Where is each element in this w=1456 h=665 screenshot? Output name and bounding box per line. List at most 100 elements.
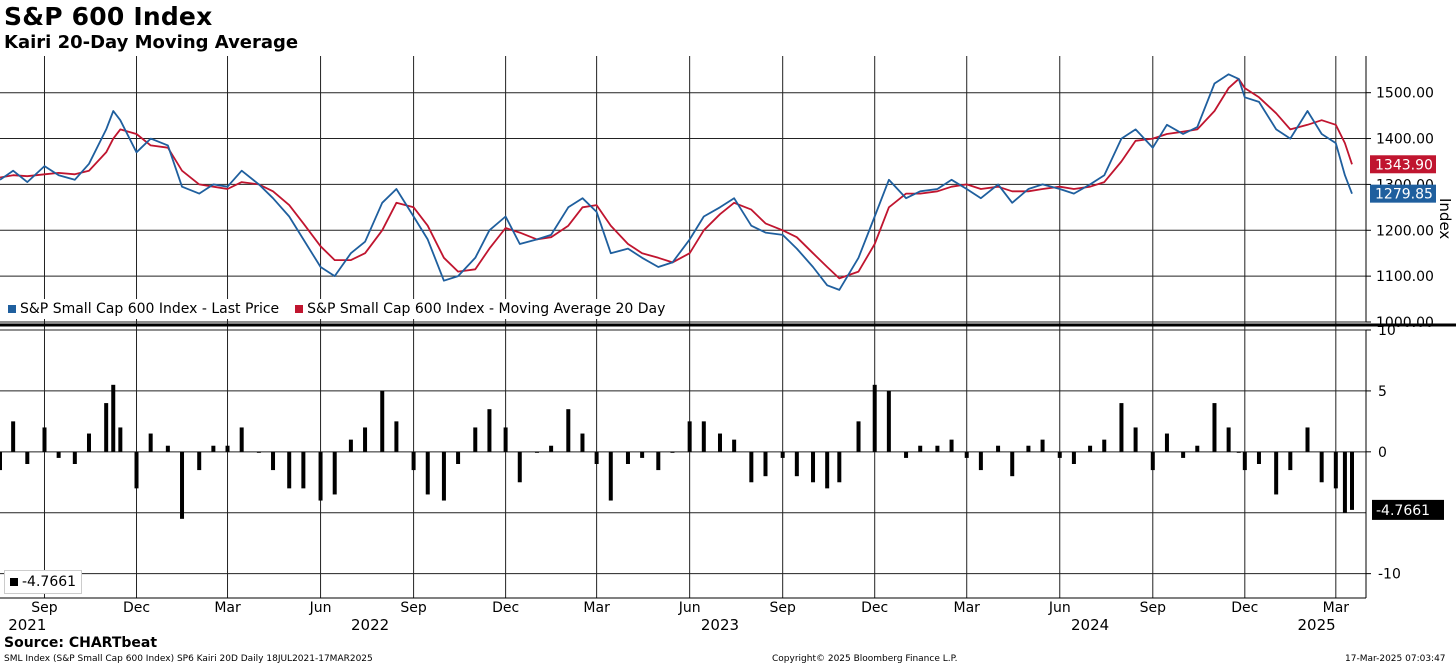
- kairi-bar: [1342, 451, 1347, 513]
- kairi-bar: [517, 451, 522, 483]
- kairi-bar: [1256, 451, 1261, 464]
- kairi-bar: [749, 451, 754, 483]
- kairi-bar: [380, 390, 385, 452]
- lower-y-tick-label: 0: [1378, 445, 1387, 461]
- x-tick-label: Mar: [954, 600, 981, 616]
- x-tick-label: Sep: [1140, 600, 1167, 616]
- upper-legend: S&P Small Cap 600 Index - Last Price S&P…: [4, 299, 670, 319]
- lower-y-tick-label: -10: [1378, 567, 1401, 583]
- kairi-bar: [503, 427, 508, 452]
- legend-item-price: S&P Small Cap 600 Index - Last Price: [8, 301, 279, 317]
- footer-right: 17-Mar-2025 07:03:47: [1345, 654, 1446, 664]
- kairi-bar: [687, 421, 692, 452]
- kairi-bar: [1333, 451, 1338, 489]
- kairi-bar: [1057, 451, 1062, 458]
- kairi-bar: [211, 445, 216, 452]
- x-tick-label: Sep: [769, 600, 796, 616]
- kairi-bar: [180, 451, 185, 519]
- kairi-bar: [1026, 445, 1031, 452]
- gridlines: [0, 56, 1366, 598]
- kairi-bar: [348, 439, 353, 452]
- legend-label-kairi: -4.7661: [22, 574, 77, 590]
- upper-y-tick-label: 1100.00: [1376, 269, 1434, 285]
- last-value-price-box: [1370, 184, 1436, 203]
- kairi-bar: [1071, 451, 1076, 464]
- kairi-bar: [11, 421, 16, 452]
- kairi-bar: [580, 433, 585, 452]
- kairi-bar: [935, 445, 940, 452]
- kairi-bar: [287, 451, 292, 489]
- kairi-bar: [25, 451, 30, 464]
- x-tick-label: Mar: [1323, 600, 1350, 616]
- kairi-bar: [1236, 451, 1241, 453]
- kairi-bar: [763, 451, 768, 477]
- kairi-bar: [640, 451, 645, 458]
- legend-item-ma: S&P Small Cap 600 Index - Moving Average…: [295, 301, 665, 317]
- kairi-bar: [1088, 445, 1093, 452]
- kairi-bar: [1319, 451, 1324, 483]
- kairi-bar: [918, 445, 923, 452]
- x-year-label: 2021: [8, 616, 46, 634]
- x-tick-label: Dec: [1231, 600, 1258, 616]
- kairi-bar: [271, 451, 276, 471]
- kairi-bar: [872, 384, 877, 452]
- kairi-bar: [904, 451, 909, 458]
- x-year-label: 2024: [1071, 616, 1109, 634]
- kairi-bar: [608, 451, 613, 501]
- legend-swatch-kairi: [10, 578, 18, 586]
- kairi-bar: [1010, 451, 1015, 477]
- kairi-bar: [1226, 427, 1231, 452]
- kairi-bar: [732, 439, 737, 452]
- kairi-bar: [1150, 451, 1155, 471]
- kairi-bar: [780, 451, 785, 458]
- kairi-bar: [886, 390, 891, 452]
- kairi-bar: [42, 427, 47, 452]
- kairi-bar: [1274, 451, 1279, 495]
- kairi-bar: [534, 451, 539, 453]
- kairi-bar: [1242, 451, 1247, 471]
- legend-label-ma: S&P Small Cap 600 Index - Moving Average…: [307, 301, 666, 317]
- kairi-bar: [1102, 439, 1107, 452]
- footer-center: Copyright© 2025 Bloomberg Finance L.P.: [772, 654, 958, 664]
- upper-y-tick-label: 1400.00: [1376, 132, 1434, 148]
- kairi-bar: [996, 445, 1001, 452]
- kairi-bar: [394, 421, 399, 452]
- kairi-bar: [148, 433, 153, 452]
- last-value-kairi-box: [1372, 499, 1444, 520]
- kairi-bar: [239, 427, 244, 452]
- kairi-bar: [72, 451, 77, 464]
- kairi-bar: [594, 451, 599, 464]
- x-tick-label: Sep: [400, 600, 427, 616]
- x-year-label: 2023: [701, 616, 739, 634]
- upper-y-tick-label: 1200.00: [1376, 223, 1434, 239]
- last-value-price: 1279.85: [1375, 187, 1433, 203]
- kairi-bar: [1040, 439, 1045, 452]
- chart-title: S&P 600 Index: [4, 2, 213, 31]
- kairi-bar: [104, 403, 109, 452]
- x-tick-label: Sep: [31, 600, 58, 616]
- kairi-bar: [1195, 445, 1200, 452]
- kairi-bar: [949, 439, 954, 452]
- kairi-bar: [0, 451, 2, 471]
- kairi-bar: [225, 445, 230, 452]
- kairi-bars: [0, 384, 1354, 519]
- kairi-bar: [197, 451, 202, 471]
- kairi-bar: [701, 421, 706, 452]
- last-value-kairi: -4.7661: [1376, 503, 1430, 519]
- last-value-ma-box: [1370, 155, 1436, 174]
- kairi-bar: [1288, 451, 1293, 471]
- series-line-moving-average: [0, 78, 1353, 280]
- upper-y-tick-label: 1500.00: [1376, 86, 1434, 102]
- kairi-bar: [165, 445, 170, 452]
- kairi-bar: [456, 451, 461, 464]
- kairi-bar: [549, 445, 554, 452]
- kairi-bar: [837, 451, 842, 483]
- x-year-label: 2025: [1298, 616, 1336, 634]
- kairi-bar: [301, 451, 306, 489]
- lower-y-tick-label: 5: [1378, 384, 1387, 400]
- kairi-bar: [811, 451, 816, 483]
- kairi-bar: [411, 451, 416, 471]
- x-tick-label: Dec: [492, 600, 519, 616]
- chart-subtitle: Kairi 20-Day Moving Average: [4, 32, 299, 53]
- upper-y-tick-label: 1000.00: [1376, 315, 1434, 331]
